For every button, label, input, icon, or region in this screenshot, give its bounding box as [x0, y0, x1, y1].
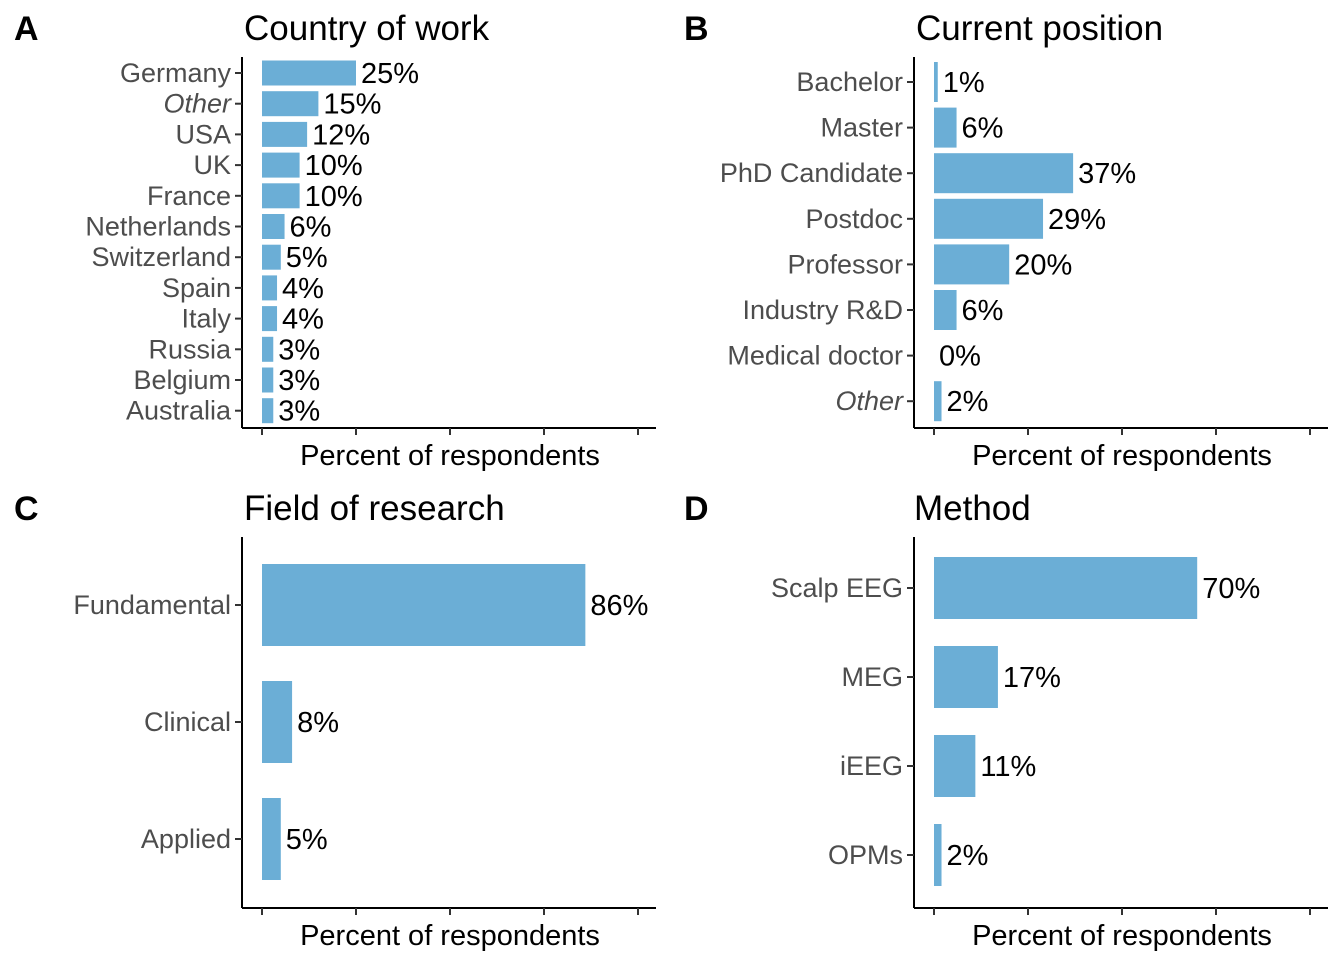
value-label-italy: 4%	[282, 304, 324, 336]
bar-industry-r-d	[934, 290, 957, 330]
value-label-scalp-eeg: 70%	[1202, 573, 1260, 605]
category-label-master: Master	[820, 113, 903, 143]
category-label-opms: OPMs	[828, 840, 903, 870]
category-label-scalp-eeg: Scalp EEG	[771, 573, 903, 603]
category-label-bachelor: Bachelor	[796, 67, 903, 97]
panel-title: Method	[914, 489, 1031, 528]
panel-d: D Method Percent of respondents Scalp EEG 70…	[684, 489, 1328, 952]
bar-russia	[262, 336, 274, 362]
category-label-meg: MEG	[841, 662, 903, 692]
value-label-opms: 2%	[947, 840, 989, 872]
panel-letter: C	[14, 490, 39, 528]
bar-switzerland	[262, 244, 281, 270]
panel-title: Country of work	[244, 9, 490, 48]
value-label-spain: 4%	[282, 273, 324, 305]
value-label-meg: 17%	[1003, 662, 1061, 694]
category-label-italy: Italy	[181, 304, 231, 334]
bar-postdoc	[934, 198, 1044, 239]
x-axis-title: Percent of respondents	[300, 440, 600, 472]
category-label-usa: USA	[175, 119, 231, 149]
category-label-fundamental: Fundamental	[73, 590, 231, 620]
value-label-australia: 3%	[278, 396, 320, 428]
bar-bachelor	[934, 62, 938, 102]
x-axis-title: Percent of respondents	[972, 920, 1272, 952]
bar-germany	[262, 60, 356, 86]
x-axis-title: Percent of respondents	[972, 440, 1272, 472]
value-label-netherlands: 6%	[290, 212, 332, 244]
category-label-clinical: Clinical	[144, 707, 231, 737]
value-label-industry-r-d: 6%	[962, 295, 1004, 327]
category-label-russia: Russia	[148, 334, 232, 364]
category-label-other: Other	[835, 386, 904, 416]
bar-australia	[262, 398, 274, 424]
value-label-applied: 5%	[286, 824, 328, 856]
value-label-uk: 10%	[305, 150, 363, 182]
category-label-australia: Australia	[126, 396, 232, 426]
panel-letter: A	[14, 10, 39, 48]
category-label-phd-candidate: PhD Candidate	[720, 158, 903, 188]
category-label-switzerland: Switzerland	[91, 242, 231, 272]
category-label-uk: UK	[193, 150, 231, 180]
bar-france	[262, 183, 300, 209]
panel-a: A Country of work Percent of respondents Ge…	[14, 9, 656, 472]
value-label-postdoc: 29%	[1048, 204, 1106, 236]
panel-letter: D	[684, 490, 709, 528]
panel-title: Current position	[916, 9, 1163, 48]
value-label-belgium: 3%	[278, 365, 320, 397]
value-label-phd-candidate: 37%	[1078, 158, 1136, 190]
bar-fundamental	[262, 564, 586, 646]
category-label-belgium: Belgium	[133, 365, 231, 395]
bar-master	[934, 107, 957, 148]
category-label-france: France	[147, 181, 231, 211]
panel-c: C Field of research Percent of respondents…	[14, 489, 656, 952]
category-label-ieeg: iEEG	[840, 751, 903, 781]
value-label-russia: 3%	[278, 334, 320, 366]
bar-professor	[934, 244, 1010, 285]
bar-meg	[934, 646, 998, 708]
value-label-usa: 12%	[312, 119, 370, 151]
category-label-spain: Spain	[162, 273, 231, 303]
bar-opms	[934, 824, 942, 886]
category-label-industry-r-d: Industry R&D	[742, 295, 903, 325]
value-label-bachelor: 1%	[943, 67, 985, 99]
bar-uk	[262, 152, 300, 178]
bar-usa	[262, 121, 308, 147]
bar-italy	[262, 306, 278, 332]
bar-netherlands	[262, 214, 285, 239]
value-label-medical-doctor: 0%	[939, 341, 981, 373]
value-label-france: 10%	[305, 181, 363, 213]
value-label-fundamental: 86%	[590, 590, 648, 622]
bar-scalp-eeg	[934, 557, 1198, 619]
bar-ieeg	[934, 735, 976, 797]
category-label-netherlands: Netherlands	[85, 212, 231, 242]
x-axis-title: Percent of respondents	[300, 920, 600, 952]
value-label-other: 2%	[947, 386, 989, 418]
category-label-medical-doctor: Medical doctor	[727, 341, 903, 371]
bar-clinical	[262, 681, 293, 763]
panel-title: Field of research	[244, 489, 505, 528]
value-label-other: 15%	[323, 89, 381, 121]
bar-phd-candidate	[934, 153, 1074, 194]
category-label-postdoc: Postdoc	[805, 204, 903, 234]
category-label-germany: Germany	[120, 58, 232, 88]
bar-applied	[262, 798, 281, 880]
value-label-switzerland: 5%	[286, 242, 328, 274]
bar-other	[262, 91, 319, 117]
value-label-germany: 25%	[361, 58, 419, 90]
category-label-other: Other	[163, 89, 232, 119]
value-label-ieeg: 11%	[980, 751, 1036, 783]
value-label-professor: 20%	[1014, 249, 1072, 281]
bar-spain	[262, 275, 278, 301]
bar-belgium	[262, 367, 274, 393]
value-label-master: 6%	[962, 113, 1004, 145]
value-label-clinical: 8%	[297, 707, 339, 739]
panel-b: B Current position Percent of respondents B…	[684, 9, 1328, 472]
category-label-applied: Applied	[141, 824, 231, 854]
category-label-professor: Professor	[787, 249, 903, 279]
panel-letter: B	[684, 10, 709, 48]
bar-other	[934, 381, 942, 422]
